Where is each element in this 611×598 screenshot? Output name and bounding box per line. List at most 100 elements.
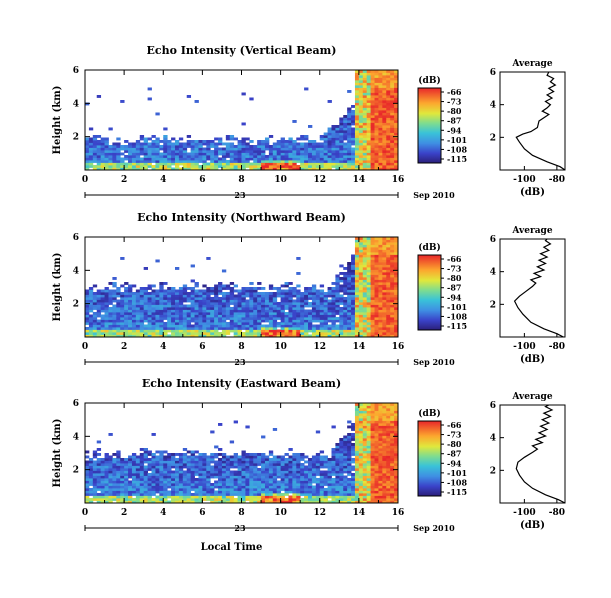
heatmap-cell xyxy=(151,463,156,466)
heatmap-cell xyxy=(128,314,133,318)
heatmap-cell xyxy=(225,165,231,168)
heatmap-cell xyxy=(390,309,395,313)
heatmap-cell xyxy=(116,468,121,471)
heatmap-cell xyxy=(311,309,317,313)
heatmap-cell xyxy=(339,480,344,484)
heatmap-cell xyxy=(249,327,254,330)
heatmap-cell xyxy=(131,332,137,335)
heatmap-cell xyxy=(186,327,192,330)
heatmap-cell xyxy=(221,299,227,303)
heatmap-cell xyxy=(354,299,360,303)
heatmap-cell xyxy=(358,455,364,459)
heatmap-cell xyxy=(390,247,395,250)
heatmap-cell xyxy=(194,329,199,333)
heatmap-cell xyxy=(167,329,172,333)
heatmap-cell xyxy=(206,493,211,496)
heatmap-cell xyxy=(210,468,215,471)
heatmap-cell xyxy=(108,160,113,163)
heatmap-cell xyxy=(241,485,246,489)
heatmap-cell xyxy=(358,448,364,451)
heatmap-cell xyxy=(104,465,109,469)
heatmap-cell xyxy=(237,488,242,491)
heatmap-cell xyxy=(194,157,199,161)
heatmap-cell xyxy=(339,297,344,300)
heatmap-cell xyxy=(178,498,184,501)
heatmap-cell xyxy=(182,145,188,148)
heatmap-cell xyxy=(382,135,387,138)
heatmap-cell xyxy=(264,312,270,315)
heatmap-cell xyxy=(257,282,262,285)
heatmap-cell xyxy=(335,485,340,489)
heatmap-cell xyxy=(186,160,192,163)
heatmap-cell xyxy=(308,319,313,323)
heatmap-cell xyxy=(354,450,360,454)
heatmap-cell xyxy=(354,160,360,163)
heatmap-cell xyxy=(390,252,395,255)
heatmap-cell xyxy=(394,319,399,323)
heatmap-cell xyxy=(128,289,133,293)
heatmap-cell xyxy=(249,155,254,158)
heatmap-cell xyxy=(214,309,219,313)
heatmap-cell xyxy=(218,332,223,335)
heatmap-cell xyxy=(261,299,266,303)
heatmap-cell xyxy=(280,294,285,298)
heatmap-cell xyxy=(221,312,227,315)
heatmap-cell xyxy=(151,478,156,481)
heatmap-cell xyxy=(319,319,325,323)
heatmap-cell xyxy=(304,160,309,163)
heatmap-cell xyxy=(85,500,90,504)
heatmap-cell xyxy=(155,455,160,459)
heatmap-cell xyxy=(221,500,227,504)
heatmap-cell xyxy=(249,307,254,310)
heatmap-cell xyxy=(351,485,356,489)
heatmap-cell xyxy=(347,458,352,461)
heatmap-cell xyxy=(155,485,160,489)
heatmap-cell xyxy=(100,493,105,496)
heatmap-cell xyxy=(135,463,141,466)
heatmap-cell xyxy=(315,468,321,471)
heatmap-cell xyxy=(335,142,340,146)
heatmap-cell xyxy=(327,287,332,290)
heatmap-cell xyxy=(370,122,375,126)
heatmap-cell xyxy=(366,490,372,494)
heatmap-cell xyxy=(249,150,254,153)
heatmap-cell xyxy=(135,470,141,474)
heatmap-cell xyxy=(120,470,125,474)
heatmap-cell xyxy=(374,292,379,295)
heatmap-cell xyxy=(96,155,102,158)
heatmap-cell xyxy=(327,157,332,161)
heatmap-cell xyxy=(202,317,207,320)
heatmap-cell xyxy=(386,239,391,243)
heatmap-cell xyxy=(331,493,336,496)
heatmap-cell xyxy=(143,334,148,338)
heatmap-cell xyxy=(339,440,344,444)
heatmap-cell xyxy=(264,475,270,479)
heatmap-cell xyxy=(198,465,203,469)
heatmap-cell xyxy=(272,332,278,335)
heatmap-cell xyxy=(354,150,360,153)
heatmap-cell xyxy=(339,490,344,494)
heatmap-cell xyxy=(88,319,94,323)
heatmap-cell xyxy=(386,269,391,273)
heatmap-cell xyxy=(308,165,313,168)
heatmap-cell xyxy=(194,483,199,486)
heatmap-cell xyxy=(100,314,105,318)
heatmap-cell xyxy=(331,453,336,456)
heatmap-cell xyxy=(335,155,340,158)
heatmap-cell xyxy=(261,302,266,305)
heatmap-cell xyxy=(331,282,336,285)
heatmap-cell xyxy=(370,75,375,78)
heatmap-cell xyxy=(249,460,254,464)
heatmap-cell xyxy=(225,498,231,501)
heatmap-cell xyxy=(198,493,203,496)
heatmap-cell xyxy=(104,478,109,481)
heatmap-cell xyxy=(351,319,356,323)
heatmap-cell xyxy=(135,309,141,313)
heatmap-cell xyxy=(194,307,199,310)
heatmap-cell xyxy=(128,327,133,330)
heatmap-cell xyxy=(159,162,164,166)
heatmap-cell xyxy=(362,242,368,245)
heatmap-cell xyxy=(378,287,383,290)
heatmap-cell xyxy=(214,480,219,484)
heatmap-cell xyxy=(241,322,246,325)
